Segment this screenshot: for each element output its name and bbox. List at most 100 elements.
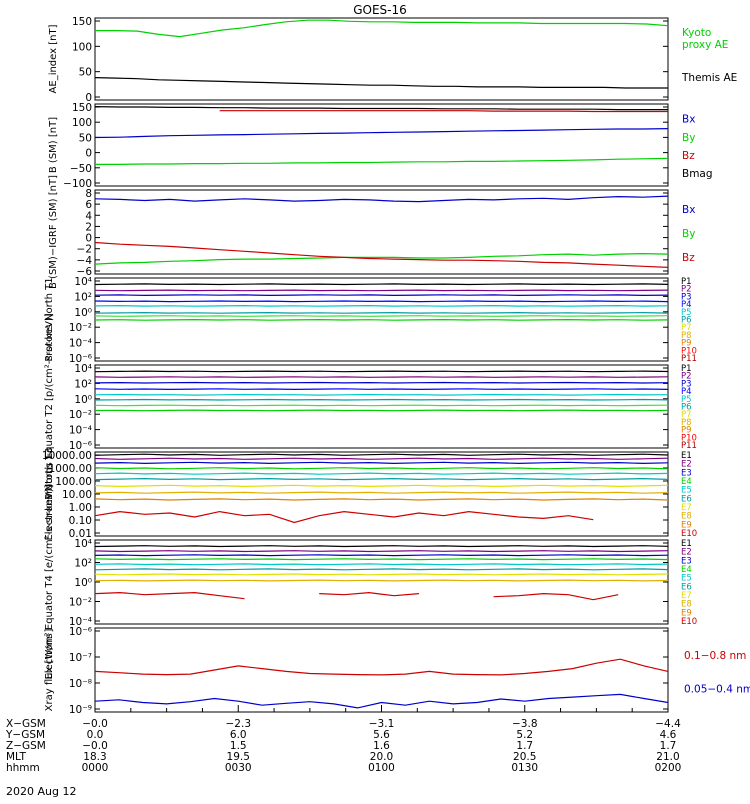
y-tick-label: 50: [79, 132, 92, 144]
legend-label: Bz: [682, 150, 695, 162]
legend-label: E9: [681, 608, 692, 618]
panel-7: 10⁴ 10² 10⁰ 10⁻² 10⁻⁴ Electrons Equator T4 [e…: [44, 484, 697, 679]
y-axis-label: Xray flux [W/m²]: [44, 629, 55, 712]
channel-line-7: [94, 484, 669, 488]
y-tick-label: 6: [85, 199, 92, 211]
y-tick-label: 2: [85, 221, 92, 233]
y-tick-label: 8: [85, 188, 92, 200]
x-axis-value: 21.0: [656, 751, 679, 763]
legend-label-part: Kyoto: [682, 27, 711, 39]
y-tick-label: 10⁻²: [69, 597, 92, 609]
panel-frame: [94, 17, 669, 101]
y-tick-label: 10²: [74, 291, 92, 303]
y-tick-label: 50: [79, 67, 92, 79]
legend-label: P1: [681, 277, 692, 287]
legend-label: 0.1−0.8 nm: [684, 650, 746, 662]
y-tick-label: 10⁻⁶: [69, 353, 92, 365]
series-line-1: [95, 19, 669, 38]
channel-line-6: [94, 568, 669, 571]
legend-label: E6: [681, 494, 692, 504]
legend-label: Bx: [682, 114, 695, 126]
channel-line-2: [94, 289, 669, 292]
x-axis-value: −3.1: [369, 718, 395, 730]
channel-line-2: [94, 550, 669, 553]
channel-line-6: [94, 477, 669, 481]
y-axis-label: B (SM) [nT]: [48, 117, 59, 173]
y-tick-label: 10⁻²: [69, 409, 92, 421]
y-tick-label: 10²: [74, 558, 92, 570]
date-label: 2020 Aug 12: [6, 785, 76, 798]
channel-line-8: [94, 318, 669, 321]
y-tick-label: 10⁴: [74, 363, 92, 375]
channel-line-4: [94, 467, 669, 470]
legend-label: E5: [681, 574, 692, 584]
x-axis-row-label: Z−GSM: [6, 740, 46, 752]
x-axis-value: 0100: [368, 762, 395, 774]
channel-line-red: [94, 591, 245, 600]
series-line-3: [94, 241, 669, 268]
y-axis-label: Protons North T1: [44, 277, 55, 361]
x-axis-value: 0030: [225, 762, 252, 774]
y-tick-label: 0: [85, 233, 92, 245]
x-axis-value: 1.6: [373, 740, 390, 752]
legend-label: E1: [681, 539, 692, 549]
y-tick-label: 100: [72, 41, 92, 53]
legend-label: P3: [681, 379, 692, 389]
legend-label: E3: [681, 556, 692, 566]
x-axis-value: 1.5: [230, 740, 247, 752]
legend-label: P1: [681, 364, 692, 374]
legend-label: E10: [681, 529, 697, 539]
legend-label: P2: [681, 372, 692, 382]
x-axis-value: 19.5: [227, 751, 250, 763]
channel-line-8: [94, 579, 669, 582]
panel-5: 10⁴ 10² 10⁰ 10⁻² 10⁻⁴ 10⁻⁶ Protons Equator T2 …: [44, 313, 697, 500]
y-tick-label: 100.00: [55, 476, 92, 488]
legend-label: Themis AE: [681, 72, 737, 84]
x-axis-value: 1.7: [516, 740, 533, 752]
panel-frame: [94, 189, 669, 275]
x-axis-value: 0130: [511, 762, 538, 774]
y-tick-label: 10⁻⁶: [69, 626, 92, 638]
x-axis-value: 0200: [655, 762, 682, 774]
legend-label: E7: [681, 591, 692, 601]
panel-8: 10⁻⁶ 10⁻⁷ 10⁻⁸ 10⁻⁹ Xray flux [W/m²] 0.1−0.8 …: [44, 626, 750, 716]
channel-line-6: [94, 311, 669, 314]
y-tick-label: 10⁰: [74, 394, 92, 406]
x-axis-value: −0.0: [82, 740, 108, 752]
legend-label: 0.05−0.4 nm: [684, 683, 750, 695]
channel-line-1: [94, 370, 669, 373]
channel-line-3: [94, 461, 669, 465]
x-axis-row-label: hhmm: [6, 762, 40, 774]
legend-label: P3: [681, 292, 692, 302]
series-line-1: [94, 195, 669, 203]
channel-line-4: [94, 300, 669, 303]
legend-label: E4: [681, 477, 692, 487]
series-line-2: [95, 157, 669, 165]
channel-line-5: [94, 304, 669, 307]
y-axis-label: AE_index [nT]: [48, 24, 59, 93]
series-line-2: [94, 77, 668, 89]
legend-label: P7: [681, 323, 692, 333]
y-tick-label: 150: [72, 102, 92, 114]
legend-label: E10: [681, 617, 697, 627]
y-tick-label: 10⁴: [74, 276, 92, 288]
y-tick-label: 0.01: [69, 528, 92, 540]
y-tick-label: 10⁻⁹: [69, 704, 92, 716]
x-axis-value: 0000: [82, 762, 109, 774]
channel-line-2: [94, 376, 669, 378]
legend-label: E6: [681, 582, 692, 592]
y-tick-label: 10⁻⁴: [69, 425, 92, 437]
y-tick-label: −4: [77, 255, 93, 267]
panel-frame: [94, 451, 669, 537]
y-tick-label: 10²: [74, 378, 92, 390]
series-line-2: [94, 693, 669, 709]
channel-line-5: [94, 472, 669, 475]
x-axis-value: −3.8: [512, 718, 538, 730]
channel-line-1: [94, 453, 669, 456]
channel-line-5: [94, 393, 669, 396]
legend-label: E9: [681, 520, 692, 530]
legend-label: By: [682, 132, 695, 144]
channel-line-8: [94, 491, 669, 494]
